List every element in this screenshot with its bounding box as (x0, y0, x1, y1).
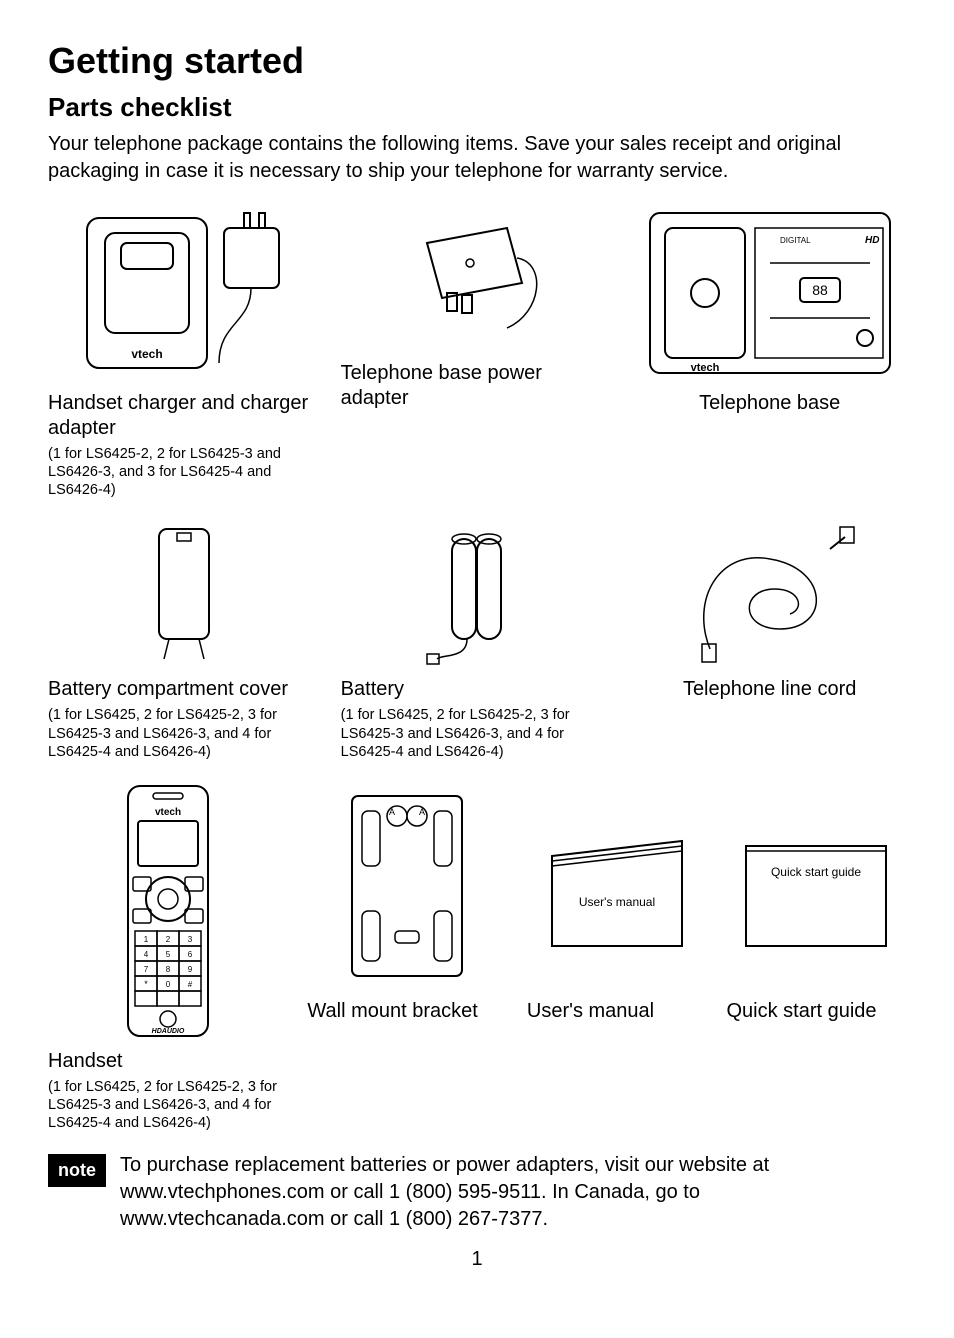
section-heading: Parts checklist (48, 92, 906, 123)
qsg-cover-text: Quick start guide (771, 865, 861, 879)
part-subtitle: (1 for LS6425, 2 for LS6425-2, 3 for LS6… (48, 1078, 287, 1132)
part-title: Wall mount bracket (307, 999, 507, 1024)
illustration-telephone-base: DIGITAL HD 88 vtech (633, 203, 906, 383)
brand-text: vtech (132, 347, 163, 361)
svg-text:*: * (144, 979, 148, 989)
part-wall-bracket: A A Wall mount bracket (307, 781, 507, 1132)
part-subtitle: (1 for LS6425-2, 2 for LS6425-3 and LS64… (48, 445, 321, 499)
svg-text:5: 5 (165, 950, 170, 959)
note-badge: note (48, 1154, 106, 1187)
illustration-handset: vtech 1 2 3 4 (48, 781, 287, 1041)
part-telephone-base: DIGITAL HD 88 vtech Telephone base (633, 203, 906, 499)
hd-label: HD (865, 235, 879, 246)
svg-text:vtech: vtech (155, 807, 181, 818)
illustration-line-cord (633, 519, 906, 669)
parts-row-3: vtech 1 2 3 4 (48, 781, 906, 1132)
svg-text:6: 6 (187, 950, 192, 959)
part-battery: Battery (1 for LS6425, 2 for LS6425-2, 3… (341, 519, 614, 760)
intro-text: Your telephone package contains the foll… (48, 131, 906, 185)
part-handset-charger: vtech Handset charger and charger adapte… (48, 203, 321, 499)
svg-text:4: 4 (143, 950, 148, 959)
part-line-cord: Telephone line cord (633, 519, 906, 760)
part-subtitle: (1 for LS6425, 2 for LS6425-2, 3 for LS6… (48, 706, 321, 760)
part-battery-cover: Battery compartment cover (1 for LS6425,… (48, 519, 321, 760)
page-heading: Getting started (48, 40, 906, 82)
svg-text:3: 3 (187, 935, 192, 944)
parts-row-1: vtech Handset charger and charger adapte… (48, 203, 906, 499)
svg-text:HDAUDIO: HDAUDIO (151, 1028, 184, 1035)
svg-text:9: 9 (187, 965, 192, 974)
part-title: Telephone base (633, 391, 906, 416)
parts-row-2: Battery compartment cover (1 for LS6425,… (48, 519, 906, 760)
illustration-wall-bracket: A A (307, 781, 507, 991)
svg-text:vtech: vtech (690, 362, 719, 374)
illustration-battery (341, 519, 614, 669)
illustration-battery-cover (48, 519, 321, 669)
svg-text:1: 1 (143, 935, 148, 944)
part-title: User's manual (527, 999, 707, 1024)
part-title: Handset (48, 1049, 287, 1074)
part-base-adapter: Telephone base power adapter (341, 203, 614, 499)
part-title: Battery compartment cover (48, 677, 321, 702)
part-title: Quick start guide (726, 999, 906, 1024)
svg-text:2: 2 (165, 935, 170, 944)
svg-text:A: A (419, 807, 425, 817)
page-number: 1 (48, 1248, 906, 1271)
note-text: To purchase replacement batteries or pow… (120, 1152, 906, 1233)
digital-label: DIGITAL (780, 236, 811, 245)
note-block: note To purchase replacement batteries o… (48, 1152, 906, 1233)
svg-text:0: 0 (165, 980, 170, 989)
svg-text:8: 8 (165, 965, 170, 974)
part-subtitle: (1 for LS6425, 2 for LS6425-2, 3 for LS6… (341, 706, 614, 760)
manual-cover-text: User's manual (579, 895, 655, 909)
part-users-manual: User's manual User's manual (527, 781, 707, 1132)
illustration-handset-charger: vtech (48, 203, 321, 383)
illustration-users-manual: User's manual (527, 781, 707, 991)
illustration-base-adapter (341, 203, 614, 353)
part-title: Handset charger and charger adapter (48, 391, 321, 441)
illustration-quick-start-guide: Quick start guide (726, 781, 906, 991)
svg-text:A: A (389, 807, 395, 817)
svg-text:#: # (187, 980, 192, 989)
svg-text:7: 7 (143, 965, 148, 974)
part-quick-start-guide: Quick start guide Quick start guide (726, 781, 906, 1132)
svg-text:88: 88 (812, 282, 828, 298)
part-handset: vtech 1 2 3 4 (48, 781, 287, 1132)
part-title: Telephone base power adapter (341, 361, 614, 411)
part-title: Battery (341, 677, 614, 702)
part-title: Telephone line cord (633, 677, 906, 702)
